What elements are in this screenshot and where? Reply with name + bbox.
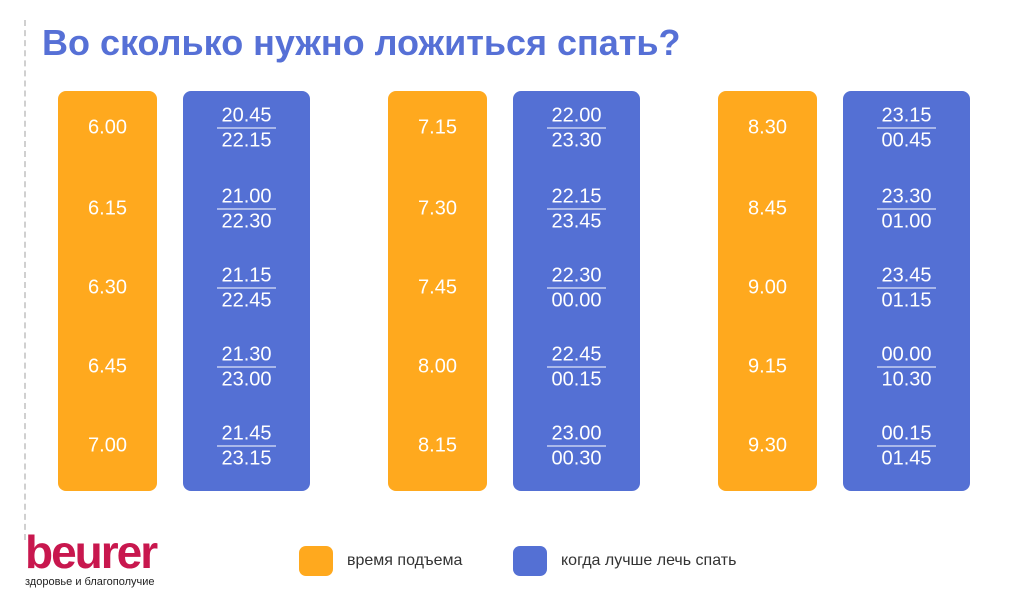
sleep-column: 22.00 23.30 22.15 23.45 22.30 00.00 22.45 00.15… [513,91,640,491]
legend-sleep-swatch [513,546,547,576]
sleep-range: 22.00 23.30 [513,104,640,153]
dashed-divider [24,20,26,540]
wake-time: 8.15 [418,434,457,457]
sleep-range: 21.45 23.15 [183,422,310,471]
sleep-range: 20.45 22.15 [183,104,310,153]
sleep-time-late: 01.00 [881,210,932,233]
logo-wordmark: beurer [25,526,158,578]
sleep-range: 23.15 00.45 [843,104,970,153]
sleep-time-early: 21.15 [217,264,276,289]
sleep-time-early: 22.15 [547,185,606,210]
sleep-time-late: 22.45 [221,289,272,312]
wake-column: 8.30 8.45 9.00 9.15 9.30 [718,91,817,491]
sleep-time-early: 23.15 [877,104,936,129]
sleep-time-late: 00.00 [551,289,602,312]
sleep-range: 22.45 00.15 [513,343,640,392]
sleep-time-early: 23.00 [547,422,606,447]
sleep-range: 00.00 10.30 [843,343,970,392]
legend-wake-label: время подъема [347,552,463,569]
sleep-time-early: 20.45 [217,104,276,129]
sleep-time-early: 00.00 [877,343,936,368]
sleep-range: 00.15 01.45 [843,422,970,471]
sleep-time-late: 01.15 [881,289,932,312]
wake-time: 7.15 [418,116,457,139]
sleep-range: 21.00 22.30 [183,185,310,234]
legend-wake-swatch [299,546,333,576]
wake-time: 9.00 [748,276,787,299]
page-title: Во сколько нужно ложиться спать? [42,22,681,63]
sleep-time-late: 23.15 [221,447,272,470]
logo-tagline: здоровье и благополучие [25,576,155,588]
wake-time: 6.45 [88,355,127,378]
legend-sleep: когда лучше лечь спать [513,546,736,576]
sleep-time-late: 10.30 [881,368,932,391]
wake-time: 6.30 [88,276,127,299]
wake-time: 8.00 [418,355,457,378]
sleep-range: 22.30 00.00 [513,264,640,313]
sleep-time-early: 21.00 [217,185,276,210]
sleep-time-early: 21.45 [217,422,276,447]
sleep-range: 23.30 01.00 [843,185,970,234]
wake-time: 9.30 [748,434,787,457]
wake-time: 7.00 [88,434,127,457]
sleep-time-late: 23.45 [551,210,602,233]
sleep-range: 23.00 00.30 [513,422,640,471]
sleep-time-early: 23.45 [877,264,936,289]
sleep-range: 21.30 23.00 [183,343,310,392]
wake-time: 7.30 [418,197,457,220]
beurer-logo: beurer здоровье и благополучие [25,526,158,588]
wake-time: 6.15 [88,197,127,220]
sleep-time-late: 22.15 [221,129,272,152]
wake-time: 8.45 [748,197,787,220]
sleep-time-early: 00.15 [877,422,936,447]
sleep-time-late: 00.30 [551,447,602,470]
sleep-time-late: 22.30 [221,210,272,233]
sleep-time-late: 23.00 [221,368,272,391]
sleep-time-early: 23.30 [877,185,936,210]
wake-column: 7.15 7.30 7.45 8.00 8.15 [388,91,487,491]
sleep-range: 23.45 01.15 [843,264,970,313]
wake-time: 7.45 [418,276,457,299]
sleep-time-early: 21.30 [217,343,276,368]
sleep-time-late: 00.15 [551,368,602,391]
sleep-range: 22.15 23.45 [513,185,640,234]
legend-sleep-label: когда лучше лечь спать [561,552,737,569]
sleep-range: 21.15 22.45 [183,264,310,313]
wake-column: 6.00 6.15 6.30 6.45 7.00 [58,91,157,491]
sleep-time-early: 22.30 [547,264,606,289]
sleep-time-early: 22.00 [547,104,606,129]
legend-wake: время подъема [299,546,462,576]
wake-time: 9.15 [748,355,787,378]
sleep-column: 20.45 22.15 21.00 22.30 21.15 22.45 21.30 23.00… [183,91,310,491]
sleep-time-early: 22.45 [547,343,606,368]
sleep-column: 23.15 00.45 23.30 01.00 23.45 01.15 00.00 10.30… [843,91,970,491]
sleep-time-late: 00.45 [881,129,932,152]
wake-time: 6.00 [88,116,127,139]
sleep-time-late: 23.30 [551,129,602,152]
sleep-time-late: 01.45 [881,447,932,470]
wake-time: 8.30 [748,116,787,139]
